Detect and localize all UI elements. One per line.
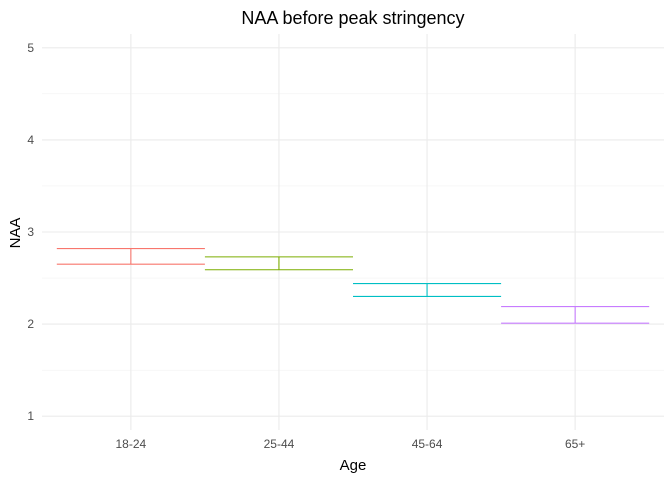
errorbar-45-64 [353, 283, 502, 298]
y-tick-label: 2 [27, 317, 34, 331]
y-tick-label: 4 [27, 133, 34, 147]
x-axis-title: Age [340, 457, 367, 474]
grid-layer [42, 34, 664, 430]
marks-layer [56, 248, 650, 324]
errorbar-25-44 [204, 256, 353, 271]
x-axis-ticks: 18-24 25-44 45-64 65+ [116, 437, 586, 451]
chart-title: NAA before peak stringency [241, 8, 464, 28]
x-tick-label: 25-44 [264, 437, 295, 451]
y-tick-label: 1 [27, 409, 34, 423]
x-tick-label: 65+ [565, 437, 585, 451]
y-axis-title: NAA [7, 218, 24, 249]
y-axis-ticks: 1 2 3 4 5 [27, 41, 34, 423]
errorbar-18-24 [56, 248, 205, 265]
x-tick-label: 18-24 [116, 437, 147, 451]
y-tick-label: 3 [27, 225, 34, 239]
x-tick-label: 45-64 [412, 437, 443, 451]
errorbar-65+ [501, 306, 650, 324]
y-tick-label: 5 [27, 41, 34, 55]
